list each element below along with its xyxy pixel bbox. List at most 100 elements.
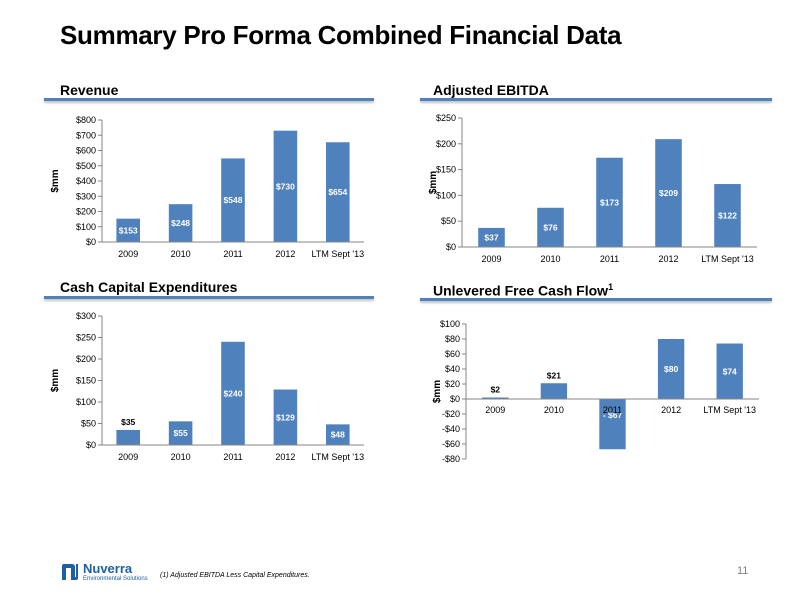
unlevered-fcf-data-label: $80 [664,364,678,374]
capex-y-tick-label: $300 [76,311,96,321]
adjusted-ebitda-data-label: $122 [718,211,737,221]
unlevered-fcf-category-label: 2012 [661,405,681,415]
adjusted-ebitda-bar [537,207,564,247]
capex-title-rule [44,296,374,299]
unlevered-fcf-y-tick-label: $60 [445,349,460,359]
logo-tagline: Environmental Solutions [83,576,148,582]
revenue-data-label: $153 [119,225,138,235]
unlevered-fcf-y-tick-label: $0 [450,394,460,404]
revenue-category-label: 2011 [223,249,242,259]
revenue-y-tick-label: $100 [76,222,96,232]
unlevered-fcf-title-text: Unlevered Free Cash Flow [433,282,609,299]
capex-y-tick-label: $50 [81,419,96,429]
revenue-panel-title: Revenue [60,82,119,98]
unlevered-fcf-category-label: 2010 [544,405,564,415]
nuverra-logo: Nuverra Environmental Solutions [60,562,148,582]
capex-y-tick-label: $100 [76,397,96,407]
capex-data-label: $240 [224,388,243,398]
unlevered-fcf-data-label: $2 [491,385,501,395]
adjusted-ebitda-bar [596,157,623,247]
revenue-category-label: 2009 [118,249,138,259]
adjusted-ebitda-data-label: $76 [543,222,557,232]
unlevered-fcf-data-label: - $67 [603,410,623,420]
revenue-y-axis-label: $mm [50,169,61,192]
adjusted-ebitda-bar [478,227,505,247]
adjusted-ebitda-y-tick-label: $100 [436,190,456,200]
capex-bar [273,389,298,445]
adjusted-ebitda-y-tick-label: $250 [436,113,456,123]
unlevered-fcf-data-label: $21 [547,370,561,380]
unlevered-fcf-category-label: 2011 [603,405,622,415]
capex-y-tick-label: $0 [86,440,96,450]
capex-category-label: 2011 [223,452,242,462]
revenue-chart: $0 $100 $200 $300 $400 $500 $600 $700 $800 $mm $15… [50,115,365,259]
adjusted-ebitda-category-label: 2011 [600,254,619,264]
unlevered-fcf-y-tick-label: $20 [445,379,460,389]
revenue-y-tick-label: $0 [86,237,96,247]
capex-bar [326,424,350,445]
capex-category-label: LTM Sept '13 [312,452,365,462]
unlevered-fcf-bar [716,343,743,399]
revenue-y-tick-label: $700 [76,130,96,140]
revenue-y-tick-label: $400 [76,176,96,186]
revenue-data-label: $730 [276,181,295,191]
nuverra-logo-mark-icon [62,564,78,580]
unlevered-fcf-chart: -$80 -$60 -$40 -$20 $0 $20 $40 $60 $80 $100 $mm $2 2… [432,319,759,464]
page-number: 11 [737,565,749,577]
adjusted-ebitda-category-label: 2012 [658,254,678,264]
capex-chart: $0 $50 $100 $150 $200 $250 $300 $mm $35 2009 $55 20… [50,311,365,462]
revenue-bar [168,204,193,242]
adjusted-ebitda-y-tick-label: $50 [441,216,456,226]
unlevered-fcf-footnote-marker: 1 [608,282,614,292]
revenue-bar [326,142,350,242]
adjusted-ebitda-category-label: 2009 [481,254,501,264]
revenue-bar [273,130,298,242]
unlevered-fcf-y-tick-label: $80 [445,334,460,344]
unlevered-fcf-bar [657,339,685,399]
adjusted-ebitda-y-tick-label: $0 [446,242,456,252]
revenue-y-tick-label: $500 [76,161,96,171]
adjusted-ebitda-chart: $0 $50 $100 $150 $200 $250 $mm $37 2009 $76 2010 $1… [428,113,757,264]
revenue-y-tick-label: $300 [76,191,96,201]
capex-data-label: $48 [331,430,345,440]
adjusted-ebitda-y-tick-label: $200 [436,139,456,149]
unlevered-fcf-panel-title: Unlevered Free Cash Flow1 [433,282,613,299]
unlevered-fcf-y-tick-label: -$40 [442,424,460,434]
logo-name: Nuverra [83,561,133,576]
adjusted-ebitda-y-tick-label: $150 [436,165,456,175]
adjusted-ebitda-category-label: 2010 [540,254,560,264]
adjusted-ebitda-bar [655,139,682,247]
revenue-title-rule [44,98,374,101]
unlevered-fcf-y-tick-label: $100 [440,319,460,329]
unlevered-fcf-y-tick-label: $40 [445,364,460,374]
adjusted-ebitda-data-label: $37 [484,232,498,242]
adjusted-ebitda-data-label: $173 [600,197,619,207]
capex-data-label: $129 [276,412,295,422]
unlevered-fcf-bar [482,397,509,399]
revenue-bar [116,218,140,242]
unlevered-fcf-data-label: $74 [723,366,737,376]
revenue-category-label: 2012 [275,249,295,259]
capex-data-label: $55 [174,428,188,438]
revenue-y-tick-label: $800 [76,115,96,125]
revenue-y-tick-label: $600 [76,146,96,156]
adjusted-ebitda-bar [714,184,741,247]
revenue-data-label: $248 [171,218,190,228]
revenue-bar [221,158,245,242]
capex-y-tick-label: $200 [76,354,96,364]
adjusted-ebitda-y-axis-label: $mm [428,171,439,194]
capex-category-label: 2009 [118,452,138,462]
unlevered-fcf-category-label: LTM Sept '13 [703,405,756,415]
footnote: (1) Adjusted EBITDA Less Capital Expendi… [160,572,310,579]
adjusted-ebitda-title-rule [420,98,772,101]
revenue-y-tick-label: $200 [76,207,96,217]
capex-bar [221,341,245,445]
capex-category-label: 2012 [275,452,295,462]
capex-y-axis-label: $mm [50,369,61,392]
unlevered-fcf-title-rule [420,298,772,301]
revenue-category-label: LTM Sept '13 [312,249,365,259]
page-title: Summary Pro Forma Combined Financial Dat… [60,20,622,50]
capex-bar [168,421,193,445]
revenue-category-label: 2010 [171,249,191,259]
unlevered-fcf-category-label: 2009 [485,405,505,415]
